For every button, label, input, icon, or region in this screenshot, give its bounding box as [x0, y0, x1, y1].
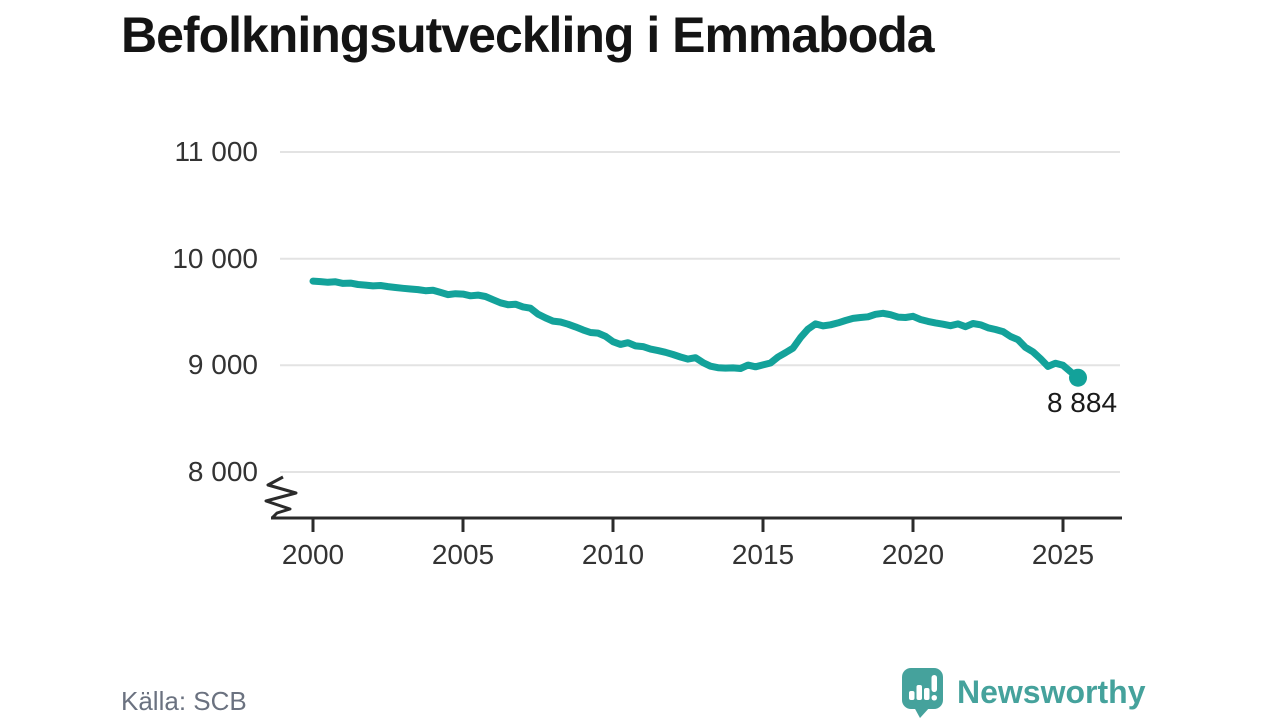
x-axis-tick-label: 2015 — [731, 539, 795, 570]
gridlines — [280, 151, 1120, 473]
chart-title: Befolkningsutveckling i Emmaboda — [121, 7, 935, 63]
x-axis-tick-label: 2005 — [431, 539, 495, 570]
x-axis-tick-label: 2000 — [281, 539, 345, 570]
x-axis-ticks — [311, 518, 1065, 532]
x-axis-tick-label: 2010 — [581, 539, 645, 570]
population-line-series — [309, 277, 1082, 382]
last-value-dot — [1069, 368, 1087, 387]
newsworthy-logo — [900, 666, 946, 718]
x-axis-tick-label: 2025 — [1031, 539, 1095, 570]
end-value-label: 8 884 — [1046, 387, 1118, 418]
y-axis-break-zigzag-icon — [264, 475, 298, 520]
chart-plot — [264, 151, 1122, 532]
x-axis-tick-label: 2020 — [881, 539, 945, 570]
y-axis-tick-label: 8 000 — [187, 456, 258, 487]
source-caption: Källa: SCB — [121, 686, 247, 716]
newsworthy-logo-icon — [902, 668, 943, 718]
newsworthy-wordmark: Newsworthy — [957, 674, 1146, 710]
y-axis-tick-label: 10 000 — [172, 243, 258, 274]
y-axis-tick-label: 11 000 — [174, 136, 258, 167]
y-axis-tick-label: 9 000 — [187, 349, 258, 380]
